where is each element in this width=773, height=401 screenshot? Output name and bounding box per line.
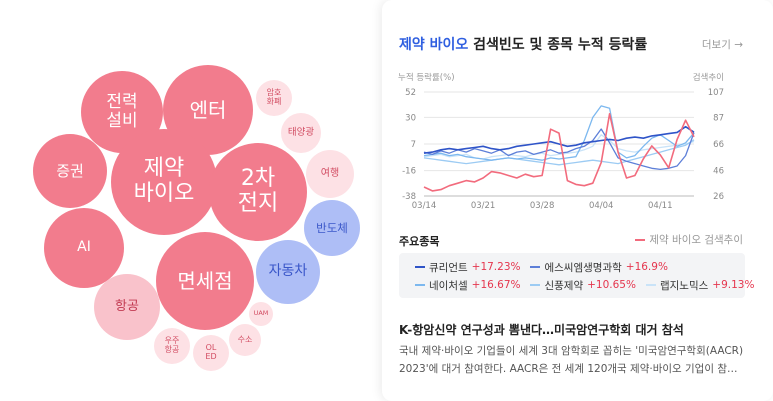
theme-bubble-OL-ED[interactable]: OL ED — [193, 335, 229, 371]
stock-item[interactable]: 신풍제약 +10.65% — [530, 278, 636, 293]
stock-item[interactable]: 큐리언트 +17.23% — [415, 260, 520, 275]
stock-name: 큐리언트 — [429, 261, 468, 274]
stock-rate: +16.9% — [625, 261, 668, 273]
y2-tick-label: 26 — [713, 192, 724, 202]
stock-rate: +10.65% — [587, 279, 636, 291]
y-tick-label: 7 — [411, 140, 416, 150]
stock-name: 신풍제약 — [544, 279, 584, 292]
theme-bubble-반도체[interactable]: 반도체 — [304, 200, 360, 256]
stock-rate: +16.67% — [471, 279, 521, 291]
x-tick-label: 04/04 — [589, 201, 614, 211]
stock-name: 랩지노믹스 — [659, 279, 709, 292]
y-axis-title: 누적 등락률(%) — [398, 72, 455, 83]
theme-bubble-태양광[interactable]: 태양광 — [281, 113, 321, 153]
series-line-0 — [423, 125, 695, 154]
stock-legend-line — [530, 266, 541, 268]
theme-bubble-전력-설비[interactable]: 전력 설비 — [81, 71, 163, 153]
main-stocks-list: 큐리언트 +17.23% 에스씨엠생명과학 +16.9% 네이처셀 +16.67% 신풍제약… — [399, 253, 754, 298]
search-trend-legend: 제약 바이오 검색추이 — [635, 232, 743, 247]
x-tick-label: 04/11 — [648, 201, 673, 211]
stock-name: 네이처셀 — [429, 279, 468, 292]
search-trend-legend-line — [635, 238, 646, 241]
theme-bubble-2차-전지[interactable]: 2차 전지 — [209, 143, 307, 241]
series-line-2 — [423, 105, 695, 161]
theme-bubble-UAM[interactable]: UAM — [249, 302, 273, 326]
theme-bubble-우주-항공[interactable]: 우주 항공 — [154, 328, 190, 364]
more-link[interactable]: 더보기 → — [701, 39, 743, 51]
theme-bubble-항공[interactable]: 항공 — [94, 274, 160, 340]
theme-bubble-엔터[interactable]: 엔터 — [163, 65, 253, 155]
card-title-rest: 검색빈도 및 종목 누적 등락률 — [468, 37, 648, 53]
card-title: 제약 바이오 검색빈도 및 종목 누적 등락률 — [399, 34, 647, 54]
stock-legend-line — [415, 284, 425, 286]
x-tick-label: 03/14 — [412, 201, 437, 211]
theme-bubble-제약-바이오[interactable]: 제약 바이오 — [111, 129, 217, 235]
y-tick-label: -16 — [402, 167, 416, 177]
theme-bubble-암호-화폐[interactable]: 암호 화폐 — [256, 80, 292, 116]
news-summary[interactable]: 국내 제약·바이오 기업들이 세계 3대 암학회로 꼽히는 '미국암연구학회(A… — [399, 342, 745, 378]
stock-row: 네이처셀 +16.67% 신풍제약 +10.65% 랩지노믹스 +9.13% — [415, 276, 754, 294]
y2-tick-label: 87 — [713, 113, 724, 123]
series-line-1 — [423, 128, 695, 171]
main-stocks-title: 주요종목 — [399, 235, 440, 248]
search-trend-legend-label: 제약 바이오 검색추이 — [649, 234, 743, 246]
stock-rate: +17.23% — [471, 261, 521, 273]
news-summary-line-1: 국내 제약·바이오 기업들이 세계 3대 암학회로 꼽히는 '미국암연구학회(A… — [399, 345, 744, 357]
search-and-return-chart: 누적 등락률(%) 검색추이 52 107 30 87 7 66 -16 46 -38 26 03/14… — [398, 72, 724, 211]
y-tick-label: 52 — [405, 88, 416, 98]
stock-name: 에스씨엠생명과학 — [544, 261, 622, 274]
y2-tick-label: 107 — [708, 88, 724, 98]
stock-item[interactable]: 랩지노믹스 +9.13% — [645, 278, 755, 293]
theme-bubble-수소[interactable]: 수소 — [229, 324, 261, 356]
y-tick-label: -38 — [402, 192, 416, 202]
stock-item[interactable]: 에스씨엠생명과학 +16.9% — [530, 260, 668, 275]
y2-axis-title: 검색추이 — [693, 72, 724, 83]
series-line-3 — [423, 139, 695, 166]
theme-bubble-증권[interactable]: 증권 — [33, 134, 107, 208]
theme-detail-card: 제약 바이오 검색빈도 및 종목 누적 등락률 더보기 → 누적 등락률(%) 검… — [382, 0, 773, 401]
series-line-5 — [423, 112, 695, 192]
stock-legend-line — [530, 284, 541, 286]
y-tick-label: 30 — [405, 113, 416, 123]
news-headline[interactable]: K-항암신약 연구성과 뽐낸다…미국암연구학회 대거 참석 — [399, 323, 684, 337]
y2-tick-label: 66 — [713, 140, 724, 150]
y2-tick-label: 46 — [713, 167, 724, 177]
stock-item[interactable]: 네이처셀 +16.67% — [415, 278, 520, 293]
theme-bubble-AI[interactable]: AI — [44, 208, 124, 288]
theme-bubble-여행[interactable]: 여행 — [306, 150, 354, 198]
stock-legend-line — [645, 284, 656, 286]
stock-row: 큐리언트 +17.23% 에스씨엠생명과학 +16.9% — [415, 258, 745, 276]
theme-bubble-자동차[interactable]: 자동차 — [256, 240, 320, 304]
news-summary-line-2: 2023'에 대거 참여한다. AACR은 전 세계 120개국 제약·바이오 … — [399, 363, 745, 375]
stock-legend-line — [415, 266, 425, 268]
stock-rate: +9.13% — [712, 279, 755, 291]
x-tick-label: 03/28 — [530, 201, 555, 211]
theme-bubble-면세점[interactable]: 면세점 — [156, 232, 254, 330]
card-title-theme: 제약 바이오 — [399, 37, 469, 53]
x-tick-label: 03/21 — [471, 201, 496, 211]
